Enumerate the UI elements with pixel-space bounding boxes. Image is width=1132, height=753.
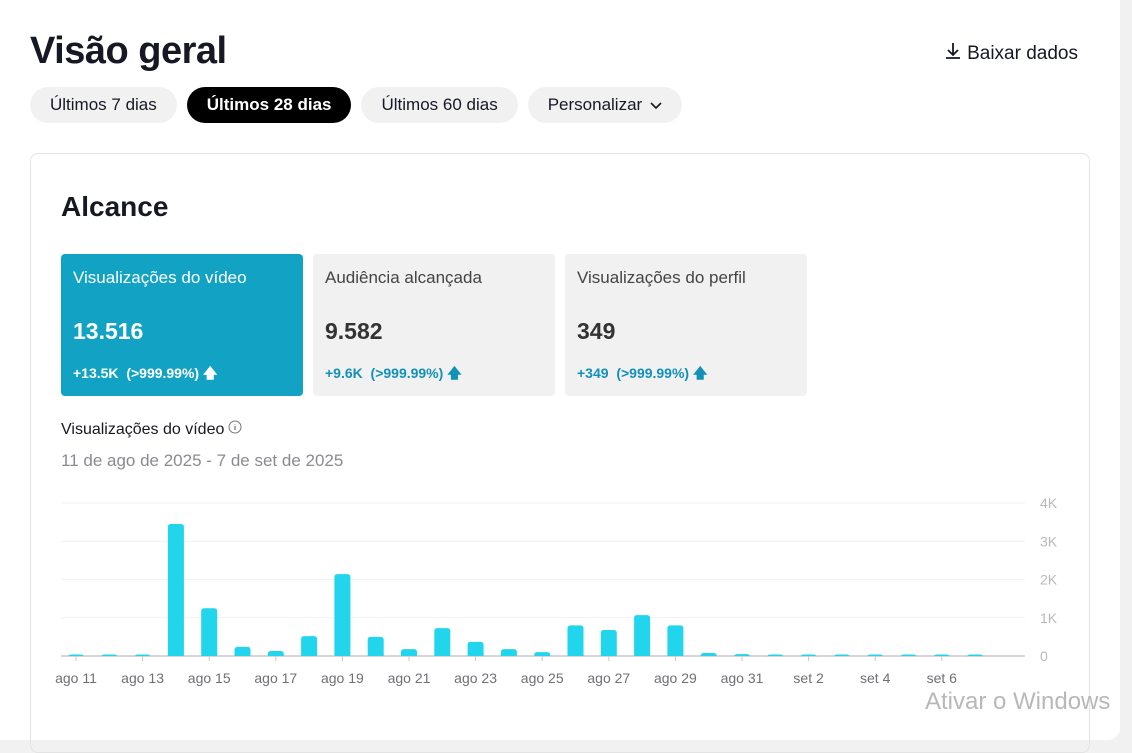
bar — [967, 654, 984, 658]
filter-label: Personalizar — [547, 95, 643, 114]
filter-7-days[interactable]: Últimos 7 dias — [30, 87, 177, 123]
x-tick-label: ago 19 — [321, 670, 364, 686]
metric-profile-views[interactable]: Visualizações do perfil 349 +349 (>999.9… — [565, 254, 807, 396]
filter-custom[interactable]: Personalizar — [527, 87, 683, 123]
y-tick-label: 0 — [1040, 648, 1048, 664]
x-tick-label: set 2 — [793, 670, 824, 686]
bar — [234, 646, 251, 656]
bar — [167, 524, 184, 656]
x-tick-label: ago 21 — [388, 670, 431, 686]
bar — [367, 636, 384, 656]
date-range-filters: Últimos 7 dias Últimos 28 dias Últimos 6… — [30, 87, 683, 123]
bar — [634, 615, 651, 656]
x-tick-label: ago 27 — [587, 670, 630, 686]
bar — [334, 574, 351, 656]
filter-label: Últimos 7 dias — [50, 95, 157, 114]
y-tick-label: 1K — [1040, 610, 1058, 626]
chart-title-text: Visualizações do vídeo — [61, 420, 225, 438]
metric-label: Visualizações do vídeo — [73, 268, 247, 287]
bar — [534, 652, 551, 656]
chevron-down-icon — [650, 95, 662, 115]
download-icon — [945, 42, 961, 66]
bar — [667, 625, 684, 656]
bar — [267, 651, 284, 656]
download-label: Baixar dados — [967, 43, 1078, 64]
filter-label: Últimos 28 dias — [206, 95, 332, 114]
metric-video-views[interactable]: Visualizações do vídeo 13.516 +13.5K (>9… — [61, 254, 303, 396]
metric-change: +349 (>999.99%) 🡅 — [577, 363, 795, 387]
metric-change: +13.5K (>999.99%) 🡅 — [73, 363, 291, 387]
x-tick-label: ago 11 — [55, 670, 97, 686]
bar — [767, 654, 784, 658]
metric-change: +9.6K (>999.99%) 🡅 — [325, 363, 543, 387]
x-tick-label: ago 15 — [188, 670, 231, 686]
bar — [734, 654, 750, 658]
x-tick-label: ago 23 — [454, 670, 497, 686]
y-tick-label: 3K — [1040, 533, 1058, 549]
bar — [600, 629, 617, 656]
metric-label: Audiência alcançada — [325, 268, 482, 287]
arrow-up-icon: 🡅 — [202, 365, 218, 381]
video-views-chart: 0 1K 2K 3K 4K ago 11 ago 13 ago 15 ago 17 ago 19 a… — [55, 495, 1058, 686]
bar — [500, 649, 517, 656]
windows-watermark: Ativar o Windows — [925, 688, 1111, 715]
metric-value: 13.516 — [73, 318, 144, 344]
x-tick-label: ago 17 — [254, 670, 297, 686]
y-tick-label: 4K — [1040, 495, 1058, 511]
arrow-up-icon: 🡅 — [692, 365, 708, 381]
metric-value: 9.582 — [325, 318, 383, 344]
bar — [301, 636, 318, 656]
chart-title: Visualizações do vídeo — [61, 420, 242, 439]
metric-change-text: +13.5K (>999.99%) — [73, 365, 200, 381]
filter-label: Últimos 60 dias — [381, 95, 498, 114]
bar — [434, 628, 451, 656]
x-tick-label: ago 31 — [721, 670, 764, 686]
chart-date-range: 11 de ago de 2025 - 7 de set de 2025 — [61, 451, 344, 470]
bar — [900, 654, 917, 658]
filter-60-days[interactable]: Últimos 60 dias — [361, 87, 518, 123]
bar — [567, 625, 584, 656]
x-tick-label: set 4 — [860, 670, 891, 686]
bar — [467, 641, 484, 656]
download-data-button[interactable]: Baixar dados — [945, 42, 1078, 66]
x-tick-label: ago 25 — [521, 670, 564, 686]
filter-28-days[interactable]: Últimos 28 dias — [186, 87, 352, 123]
x-tick-label: ago 29 — [654, 670, 697, 686]
bar — [101, 654, 118, 658]
x-tick-label: set 6 — [927, 670, 958, 686]
reach-card: Alcance Visualizações do vídeo 13.516 +1… — [30, 153, 1090, 753]
y-tick-label: 2K — [1040, 572, 1058, 588]
page-title: Visão geral — [30, 30, 227, 72]
metric-change-text: +9.6K (>999.99%) — [325, 365, 444, 381]
bar — [401, 649, 417, 656]
arrow-up-icon: 🡅 — [447, 365, 462, 381]
x-tick-label: ago 13 — [121, 670, 164, 686]
metric-label: Visualizações do perfil — [577, 268, 746, 287]
section-title: Alcance — [61, 191, 169, 222]
bar — [201, 608, 218, 656]
bar — [833, 654, 850, 658]
metric-audience-reached[interactable]: Audiência alcançada 9.582 +9.6K (>999.99… — [313, 254, 555, 396]
metric-change-text: +349 (>999.99%) — [577, 365, 690, 381]
info-icon[interactable] — [228, 420, 242, 439]
metric-value: 349 — [577, 318, 616, 344]
bar — [700, 652, 717, 656]
